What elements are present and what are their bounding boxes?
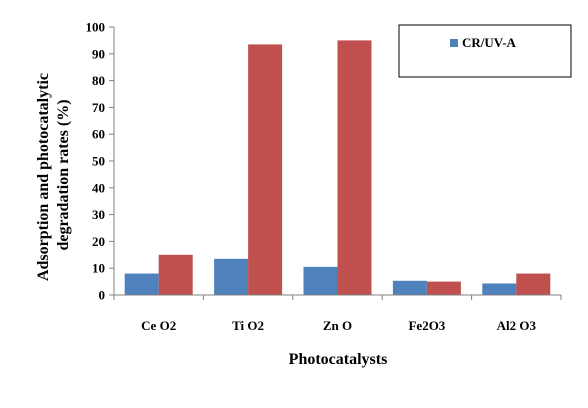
x-category-label: Zn O — [323, 318, 352, 333]
y-tick-label: 70 — [92, 100, 105, 115]
bar-series-2 — [158, 254, 193, 295]
bar-series-1 — [124, 273, 159, 295]
y-tick-label: 0 — [99, 288, 106, 303]
x-category-label: Ce O2 — [141, 318, 176, 333]
legend-swatch-series-1 — [450, 39, 458, 47]
y-tick-label: 80 — [92, 73, 105, 88]
bar-series-2 — [248, 44, 283, 295]
x-axis-title: Photocatalysts — [289, 351, 388, 368]
y-axis-title-line-2: degradation rates (%) — [55, 99, 72, 250]
bars — [124, 40, 551, 296]
x-axis-ticks: Ce O2 Ti O2 Zn O Fe2O3 Al2 O3 — [113, 295, 562, 333]
y-axis-title: Adsorption and photocatalytic degradatio… — [35, 69, 72, 281]
y-axis-ticks: 0 10 20 30 40 50 60 70 80 90 100 — [86, 20, 114, 303]
y-tick-label: 10 — [92, 261, 105, 276]
legend-label-series-1: CR/UV-A — [462, 35, 517, 50]
y-tick-label: 40 — [92, 180, 105, 195]
bar-series-2 — [516, 273, 551, 295]
y-tick-label: 20 — [92, 234, 105, 249]
y-axis-title-line-1: Adsorption and photocatalytic — [35, 73, 52, 281]
bar-series-1 — [214, 258, 249, 295]
bar-series-1 — [392, 280, 427, 295]
bar-series-2 — [426, 281, 461, 295]
x-category-label: Al2 O3 — [497, 318, 537, 333]
bar-series-2 — [337, 40, 372, 296]
y-tick-label: 60 — [92, 127, 105, 142]
y-tick-label: 30 — [92, 207, 105, 222]
x-category-label: Ti O2 — [232, 318, 264, 333]
y-tick-label: 100 — [86, 20, 106, 35]
bar-series-1 — [303, 266, 338, 295]
x-category-label: Fe2O3 — [408, 318, 445, 333]
bar-series-1 — [482, 283, 517, 295]
legend: CR/UV-A — [398, 24, 572, 78]
y-tick-label: 90 — [92, 46, 105, 61]
y-tick-label: 50 — [92, 154, 105, 169]
legend-box — [398, 24, 572, 78]
